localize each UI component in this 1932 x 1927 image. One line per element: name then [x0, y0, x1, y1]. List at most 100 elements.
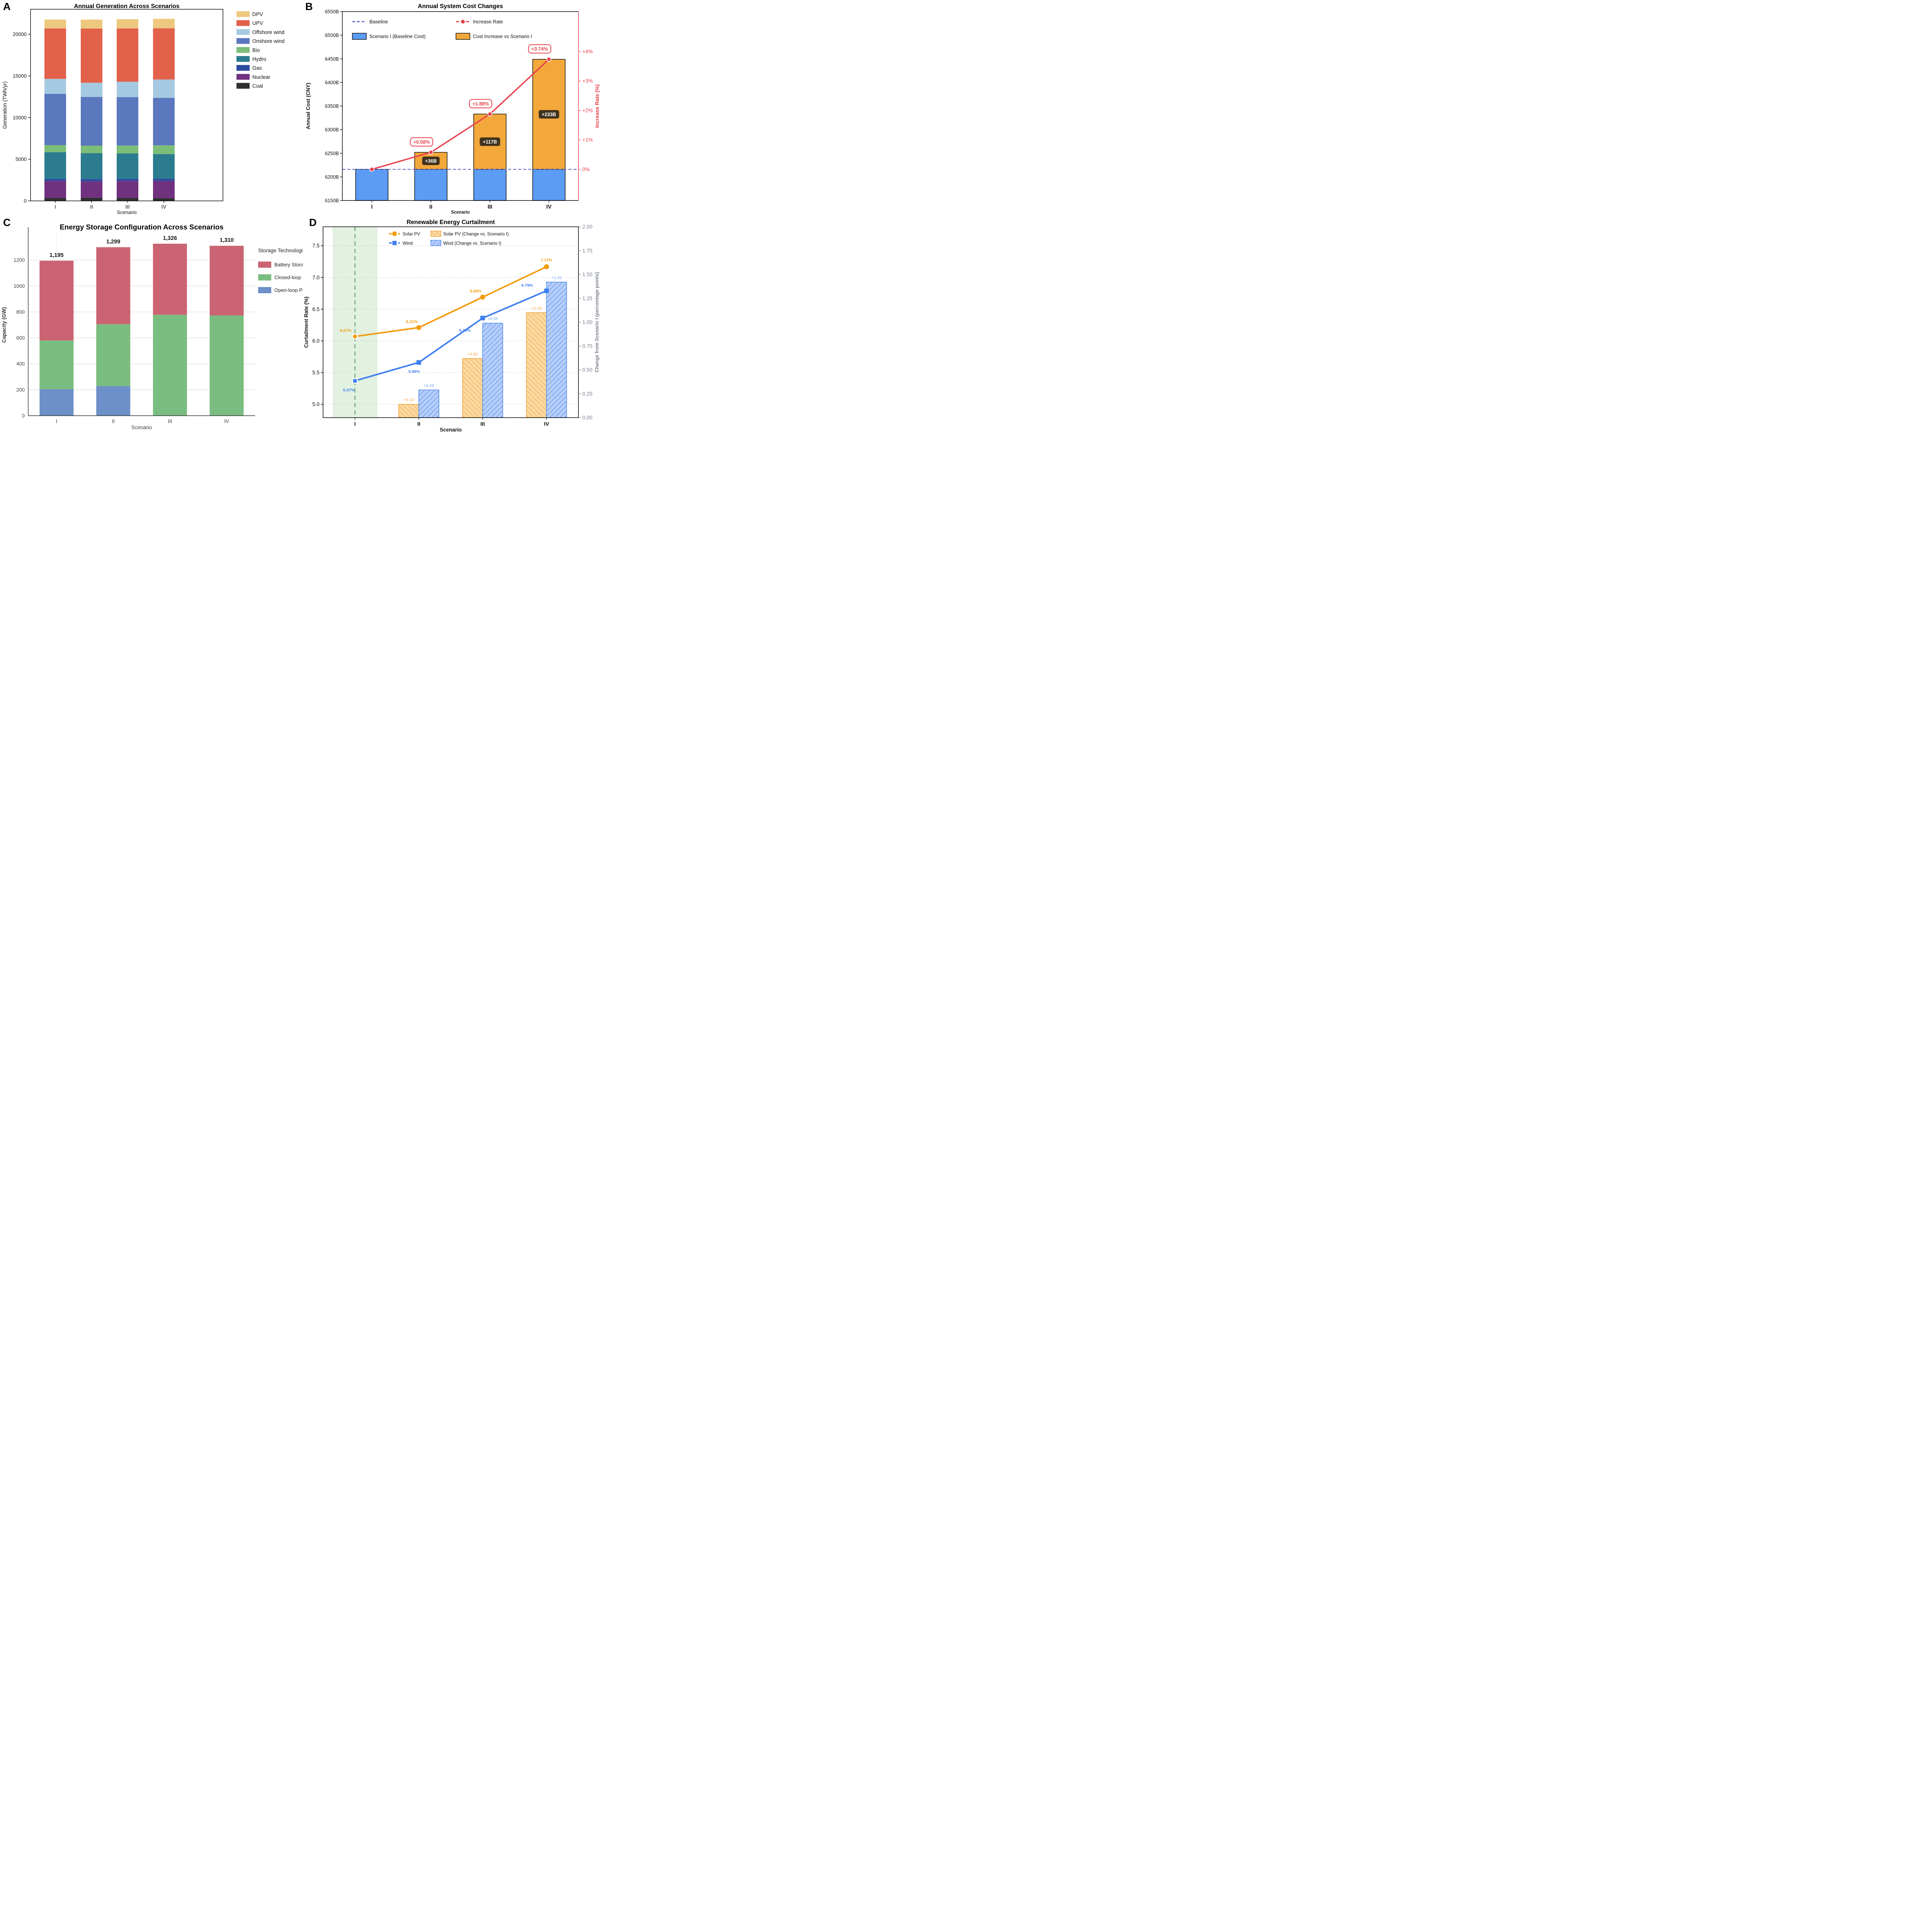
rate-label: +1.88%: [473, 101, 489, 107]
y-tick-label-left: 6250B: [325, 151, 339, 156]
panel-system-cost: 6150B 6200B 6250B 6300B 6350B 6400B 6450B 6500B…: [303, 0, 606, 217]
bar-segment-onshore-wind: [81, 97, 102, 146]
y-tick-label-left: 6400B: [325, 80, 339, 85]
bar-segment-upv: [81, 29, 102, 83]
wind-marker-III: [480, 316, 485, 321]
wind-rate-label: 5.37%: [343, 388, 355, 393]
x-axis-label: Scenario: [440, 427, 462, 433]
bar-wind-change-III: [482, 323, 503, 418]
increase-rate-marker-III: [487, 111, 493, 117]
y-tick-label-right: +2%: [582, 107, 593, 113]
panel-title-b: Annual System Cost Changes: [418, 3, 503, 10]
bar-segment-onshore-wind: [117, 97, 138, 146]
y-tick-label-right: 0%: [582, 167, 590, 172]
legend-label-wind-change: Wind (Change vs. Scenario I): [443, 241, 501, 246]
y-tick-label: 600: [16, 335, 25, 341]
y-tick-label-left: 6450B: [325, 56, 339, 62]
bar-segment-bio: [153, 145, 175, 155]
x-tick-label: III: [125, 204, 129, 210]
total-label: 1,310: [219, 237, 233, 243]
wind-rate-label: 5.66%: [408, 369, 420, 374]
legend-label-scenario-i: Scenario I (Baseline Cost): [369, 34, 425, 39]
bar-wind-change-IV: [546, 282, 567, 418]
x-axis-label: Scenario: [451, 210, 470, 215]
bar-baseline-cost-I: [355, 169, 389, 201]
increase-label-box: [539, 110, 560, 119]
y-tick-label-right: +1%: [582, 137, 593, 143]
figure: 0 5000 10000 15000 20000 I II III IV Scenario Gene…: [0, 0, 606, 433]
bar-segment-gas: [117, 178, 138, 181]
y-tick-label-right: 2.00: [582, 224, 592, 230]
y-tick-label-left: 6150B: [325, 198, 339, 204]
y-tick-label: 0: [24, 198, 27, 204]
legend-label: Nuclear: [252, 74, 270, 80]
legend-label: DPV: [252, 12, 263, 17]
chart-area-system-cost: 6150B 6200B 6250B 6300B 6350B 6400B 6450B 6500B…: [303, 0, 606, 217]
chart-svg: 1,195 I 1,299 II 1,326 III 1,310 IV 0 200 400 600 80…: [1, 227, 303, 430]
y-axis-label: Capacity (GW): [1, 307, 7, 343]
bar-segment-onshore-wind: [44, 93, 66, 145]
legend-swatch-gas: [236, 65, 250, 71]
x-tick-label: III: [168, 418, 172, 424]
legend-title: Storage Technologies: [258, 248, 303, 253]
legend-swatch-closed-loop-phs: [258, 274, 271, 280]
legend-label: Onshore wind: [252, 38, 284, 44]
y-tick-label: 400: [16, 361, 25, 367]
increase-label: +36B: [425, 158, 437, 164]
total-label: 1,195: [49, 252, 63, 258]
x-tick-label: IV: [224, 418, 229, 424]
increase-label-box: [422, 156, 440, 165]
y-tick-label-right: 1.75: [582, 248, 592, 253]
panel-title-a: Annual Generation Across Scenarios: [74, 3, 180, 10]
y-tick-label-left: 7.0: [312, 275, 320, 280]
legend-label: Coal: [252, 83, 263, 89]
legend-label: Closed-loop PHS: [274, 275, 303, 280]
y-tick-label-left: 5.0: [312, 401, 320, 407]
y-tick-label: 15000: [13, 73, 27, 79]
y-tick-label: 20000: [13, 31, 27, 37]
solar-change-label: +0.14: [404, 398, 414, 402]
wind-marker-II: [416, 360, 421, 365]
x-tick-label: IV: [162, 204, 167, 210]
bar-segment-nuclear: [117, 181, 138, 198]
y-tick-label: 800: [16, 309, 25, 315]
bar-segment-closed-loop-phs: [209, 315, 244, 416]
y-tick-label-right: +4%: [582, 49, 593, 54]
y-axis-label: Generation (TWh/yr): [2, 81, 8, 129]
bar-segment-nuclear: [153, 181, 175, 198]
y-tick-label-left: 6550B: [325, 9, 339, 15]
legend-label-solar: Solar PV: [403, 232, 420, 237]
legend-label: Bio: [252, 47, 260, 53]
legend-marker-solar: [392, 231, 397, 236]
increase-label-box: [480, 137, 500, 146]
bar-segment-hydro: [117, 153, 138, 179]
bar-baseline-cost-II: [414, 169, 447, 201]
bar-segment-dpv: [153, 19, 175, 29]
y-tick-label-left: 6300B: [325, 127, 339, 133]
legend-swatch-coal: [236, 83, 250, 89]
bar-segment-hydro: [44, 152, 66, 179]
bar-segment-onshore-wind: [153, 98, 175, 146]
wind-marker-IV: [544, 288, 549, 293]
bar-segment-battery-storage: [153, 243, 187, 315]
y-tick-label-left: 6350B: [325, 104, 339, 109]
panel-title-c: Energy Storage Configuration Across Scen…: [60, 223, 224, 231]
legend-label: UPV: [252, 20, 263, 26]
bar-segment-gas: [153, 178, 175, 181]
total-label: 1,299: [106, 239, 120, 245]
y-tick-label-left: 6.5: [312, 306, 320, 312]
bar-segment-bio: [117, 145, 138, 154]
legend-swatch-bio: [236, 47, 250, 53]
y-tick-label-left: 7.5: [312, 243, 320, 249]
legend-swatch-cost-increase: [456, 33, 470, 40]
legend-swatch-scenario-i: [352, 33, 367, 40]
x-tick-label: III: [488, 204, 492, 210]
bar-segment-nuclear: [44, 181, 66, 198]
bar-segment-open-loop-phs: [39, 389, 74, 416]
increase-rate-line: [371, 59, 549, 170]
bar-segment-upv: [44, 28, 66, 79]
bar-baseline-cost-III: [473, 169, 507, 201]
y-tick-label-right: +3%: [582, 78, 593, 84]
increase-label: +233B: [542, 112, 556, 117]
